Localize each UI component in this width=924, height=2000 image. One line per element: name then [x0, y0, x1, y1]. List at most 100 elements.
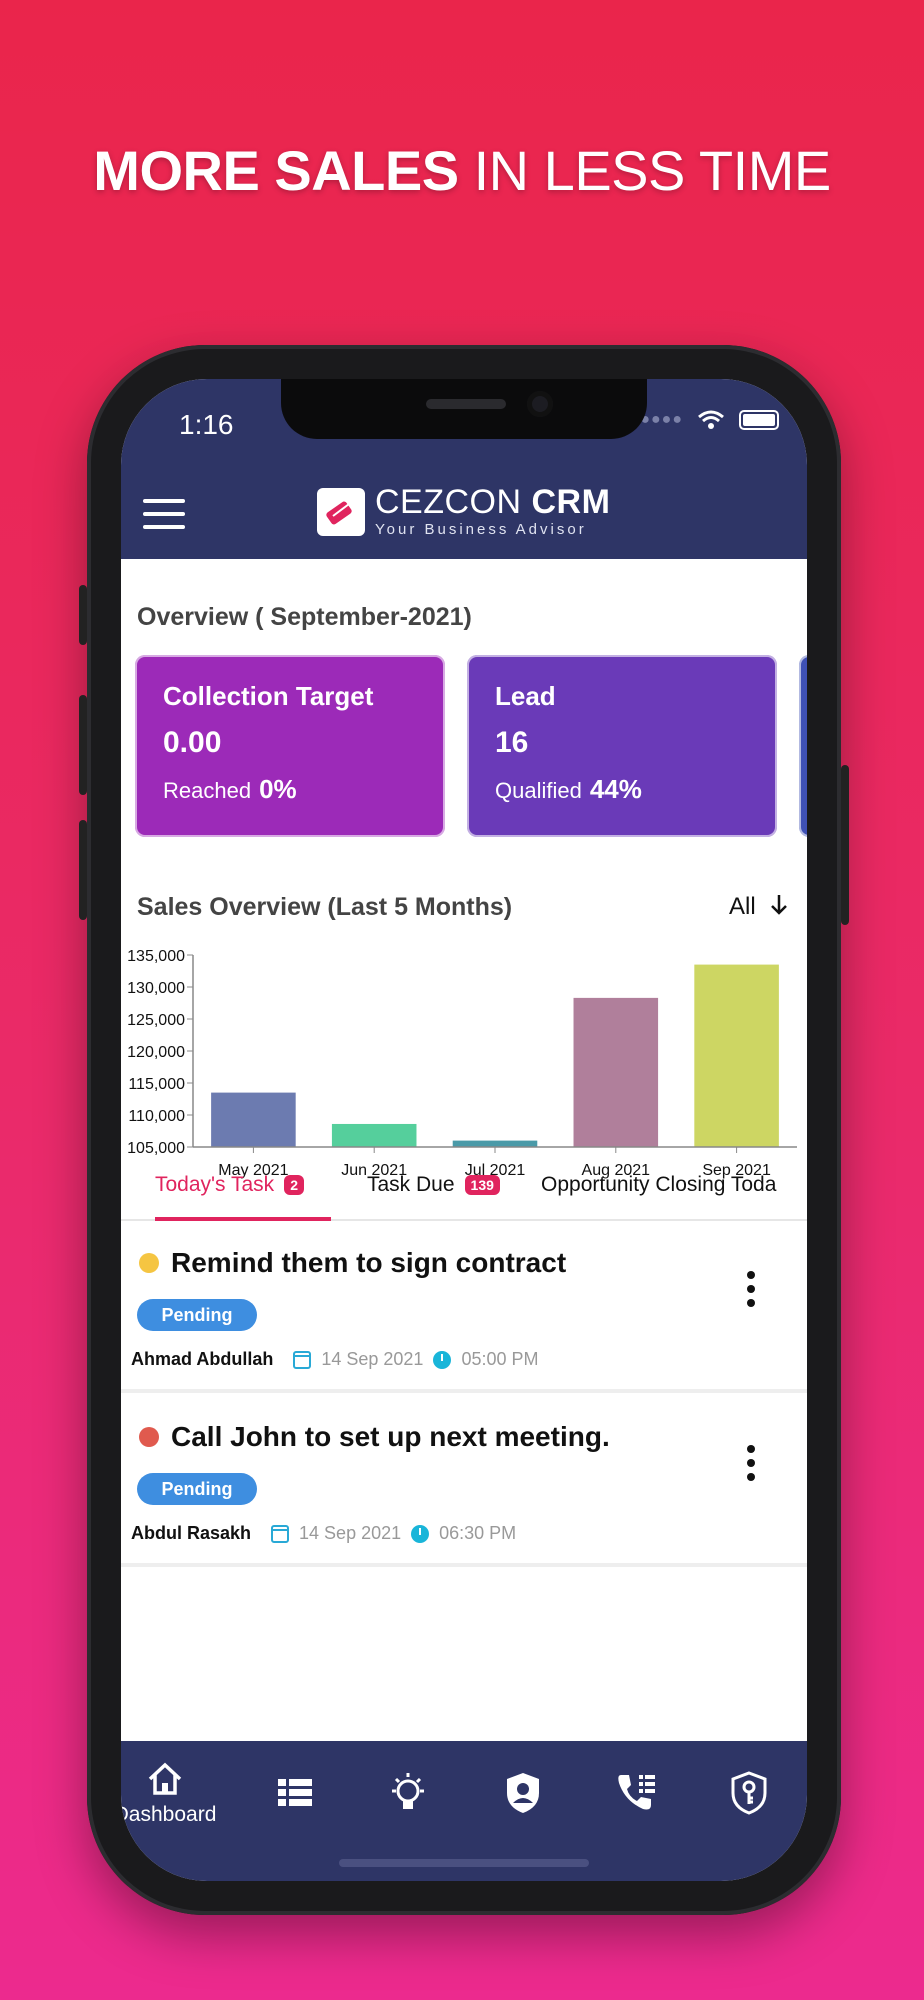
overview-title: Overview ( September-2021) [137, 603, 472, 631]
tab-opportunity-closing[interactable]: Opportunity Closing Toda [541, 1173, 776, 1197]
brand-tagline: Your Business Advisor [375, 521, 587, 538]
task-item[interactable]: Call John to set up next meeting. Pendin… [121, 1397, 807, 1567]
priority-dot [139, 1427, 159, 1447]
status-badge: Pending [137, 1473, 257, 1505]
home-icon [148, 1762, 182, 1795]
task-title: Remind them to sign contract [171, 1247, 567, 1278]
y-tick-label: 120,000 [127, 1044, 185, 1061]
task-title: Call John to set up next meeting. [171, 1421, 610, 1452]
key-shield-icon [731, 1771, 767, 1815]
phone-list-icon [618, 1775, 655, 1810]
tab-task-due[interactable]: Task Due 139 [367, 1173, 500, 1197]
active-tab-indicator [155, 1217, 331, 1221]
card-value: 16 [495, 726, 529, 759]
wifi-icon [698, 410, 724, 429]
status-time: 1:16 [179, 409, 234, 440]
y-tick-label: 115,000 [128, 1076, 185, 1093]
brand-name: CEZCON CRM [375, 483, 611, 521]
clock-icon [433, 1350, 452, 1369]
volume-up-button [79, 695, 87, 795]
status-icons: ●●●● [640, 409, 779, 431]
sales-overview-title: Sales Overview (Last 5 Months) [137, 893, 513, 921]
x-tick-label: May 2021 [218, 1162, 288, 1179]
nav-label: Dashboard [121, 1803, 217, 1826]
card-subtext: Qualified 44% [495, 774, 642, 804]
home-indicator [339, 1859, 589, 1867]
bottom-navigation: Dashboard [121, 1741, 807, 1881]
y-tick-label: 110,000 [128, 1108, 185, 1125]
task-meta: Abdul Rasakh 14 Sep 2021 06:30 PM [131, 1523, 516, 1544]
nav-list[interactable] [255, 1777, 335, 1809]
y-tick-label: 125,000 [127, 1012, 185, 1029]
volume-down-button [79, 820, 87, 920]
bar-jun-2021[interactable] [331, 1123, 417, 1147]
x-tick-label: Aug 2021 [582, 1162, 651, 1179]
x-tick-label: Jun 2021 [341, 1162, 407, 1179]
user-shield-icon [507, 1773, 539, 1813]
battery-icon [739, 410, 779, 430]
next-card-peek[interactable] [799, 655, 807, 837]
task-date: 14 Sep 2021 [299, 1523, 402, 1543]
power-button [841, 765, 849, 925]
phone-frame: 1:16 ●●●● [79, 345, 849, 1915]
brand: CEZCON CRM Your Business Advisor [317, 485, 610, 538]
collection-target-card[interactable]: Collection Target 0.00 Reached 0% [135, 655, 445, 837]
task-assignee: Abdul Rasakh [131, 1523, 252, 1543]
filter-label: All [729, 893, 756, 920]
y-tick-label: 135,000 [127, 948, 185, 965]
sales-filter-dropdown[interactable]: All [729, 893, 788, 921]
tab-label: Today's Task [155, 1173, 275, 1196]
y-tick-label: 130,000 [127, 980, 185, 997]
task-item[interactable]: Remind them to sign contract Pending Ahm… [121, 1223, 807, 1393]
bar-jul-2021[interactable] [452, 1140, 538, 1147]
nav-dashboard[interactable]: Dashboard [121, 1761, 216, 1827]
more-vertical-icon[interactable] [747, 1271, 757, 1313]
headline-bold: MORE SALES [93, 139, 459, 202]
nav-calls[interactable] [597, 1771, 677, 1813]
lead-card[interactable]: Lead 16 Qualified 44% [467, 655, 777, 837]
brand-logo-icon [317, 487, 365, 536]
bar-may-2021[interactable] [211, 1092, 296, 1147]
headline-rest: IN LESS TIME [458, 139, 832, 202]
mute-switch [79, 585, 87, 645]
lightbulb-icon [392, 1773, 424, 1809]
bar-aug-2021[interactable] [573, 997, 659, 1147]
phone-screen: 1:16 ●●●● [121, 379, 807, 1881]
calendar-icon [271, 1524, 290, 1543]
arrow-down-icon [770, 895, 787, 915]
speaker-grille [426, 399, 506, 409]
bar-sep-2021[interactable] [694, 964, 779, 1147]
tab-label: Opportunity Closing Toda [541, 1173, 777, 1196]
signal-icon: ●●●● [640, 411, 683, 428]
nav-contacts[interactable] [483, 1771, 563, 1815]
dashboard-content: Overview ( September-2021) Collection Ta… [121, 559, 807, 1739]
task-assignee: Ahmad Abdullah [131, 1349, 274, 1369]
more-vertical-icon[interactable] [747, 1445, 757, 1487]
y-tick-label: 105,000 [127, 1140, 185, 1157]
front-camera [527, 391, 553, 417]
status-badge: Pending [137, 1299, 257, 1331]
sales-bar-chart: 105,000 110,000 115,000 120,000 125,000 130,0… [127, 948, 797, 1179]
list-icon [278, 1779, 312, 1806]
promo-headline: MORE SALES IN LESS TIME [0, 138, 924, 203]
task-time: 06:30 PM [439, 1523, 517, 1543]
calendar-icon [293, 1350, 312, 1369]
card-value: 0.00 [163, 726, 222, 759]
tab-label: Task Due [367, 1173, 455, 1196]
hamburger-menu-icon[interactable] [143, 499, 185, 531]
tab-badge: 139 [464, 1175, 500, 1195]
x-tick-label: Jul 2021 [465, 1162, 526, 1179]
card-title: Collection Target [163, 681, 374, 711]
clock-icon [411, 1524, 430, 1543]
tab-todays-task[interactable]: Today's Task 2 [155, 1173, 304, 1197]
priority-dot [139, 1253, 159, 1273]
nav-security[interactable] [709, 1771, 789, 1815]
tab-badge: 2 [284, 1175, 304, 1195]
task-meta: Ahmad Abdullah 14 Sep 2021 05:00 PM [131, 1349, 538, 1370]
task-date: 14 Sep 2021 [321, 1349, 424, 1369]
card-subtext: Reached 0% [163, 774, 297, 804]
app-bar: CEZCON CRM Your Business Advisor [121, 469, 807, 559]
nav-opportunities[interactable] [368, 1771, 448, 1815]
notch [281, 379, 647, 439]
task-time: 05:00 PM [461, 1349, 539, 1369]
